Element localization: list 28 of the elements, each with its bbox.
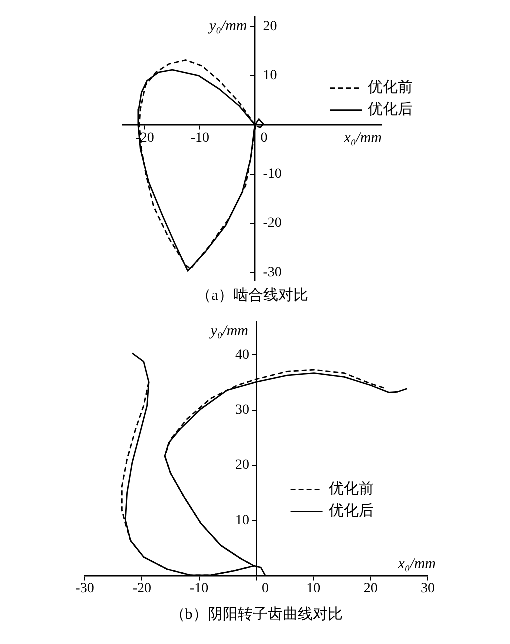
- y-axis-title: y₀/mm: [208, 323, 249, 340]
- x-tick-label: -10: [190, 582, 209, 597]
- x-axis-title: x₀/mm: [343, 130, 382, 147]
- x-tick-label: 0: [260, 130, 268, 146]
- y-tick-label: -30: [263, 265, 282, 280]
- x-tick-label: 30: [421, 582, 435, 597]
- text: （a）啮合线对比: [196, 286, 308, 304]
- legend-label: 优化后: [368, 101, 414, 118]
- y-tick-label: 10: [263, 68, 278, 84]
- x-tick-label: -10: [190, 130, 210, 146]
- y-tick-label: 30: [236, 403, 250, 418]
- legend-label: 优化后: [328, 502, 374, 520]
- x-tick-label: -30: [76, 582, 94, 597]
- y-tick-label: -20: [263, 216, 282, 232]
- x-tick-label: 10: [306, 582, 321, 597]
- x-tick-label: 20: [364, 582, 378, 597]
- y-axis-title: y₀/mm: [208, 18, 248, 34]
- y-tick-label: -10: [263, 166, 282, 182]
- x-axis-title: x₀/mm: [397, 556, 436, 572]
- y-tick-label: 20: [236, 458, 250, 474]
- legend-label: 优化前: [328, 480, 374, 498]
- x-tick-label: 0: [262, 582, 269, 597]
- legend-label: 优化前: [368, 79, 414, 96]
- y-tick-label: 20: [263, 20, 278, 35]
- y-tick-label: 10: [236, 513, 250, 528]
- y-tick-label: 40: [236, 348, 250, 363]
- text: （b）阴阳转子齿曲线对比: [170, 606, 343, 623]
- x-tick-label: -20: [132, 582, 152, 597]
